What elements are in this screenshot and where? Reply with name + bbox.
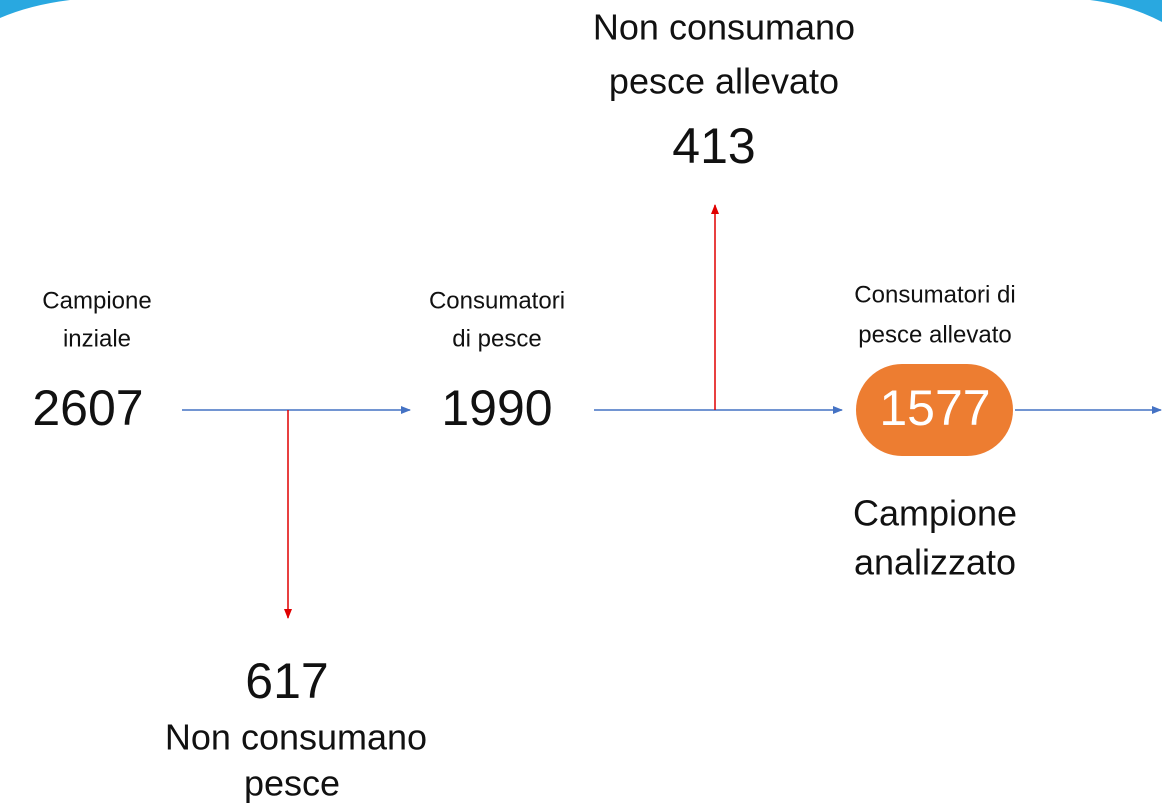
exclusion-label: pesce [244, 763, 340, 804]
exclusion-value: 617 [245, 653, 328, 709]
node-label: pesce allevato [858, 321, 1011, 348]
node-label: inziale [63, 325, 131, 352]
highlight-pill [856, 364, 1013, 456]
node-label: Consumatori di [854, 281, 1015, 308]
exclusion-label: pesce allevato [609, 61, 839, 102]
node-value: 1990 [441, 380, 552, 436]
exclusion-label: Non consumano [165, 717, 427, 758]
node-caption: analizzato [854, 542, 1016, 583]
node-caption: Campione [853, 493, 1017, 534]
corner-wave [0, 0, 70, 18]
exclusion-value: 413 [672, 118, 755, 174]
node-value: 1577 [879, 380, 990, 436]
exclusion-label: Non consumano [593, 7, 855, 48]
node-label: di pesce [452, 325, 541, 352]
node-value: 2607 [32, 380, 143, 436]
node-label: Campione [42, 287, 151, 314]
corner-wave [1090, 0, 1162, 22]
node-label: Consumatori [429, 287, 565, 314]
